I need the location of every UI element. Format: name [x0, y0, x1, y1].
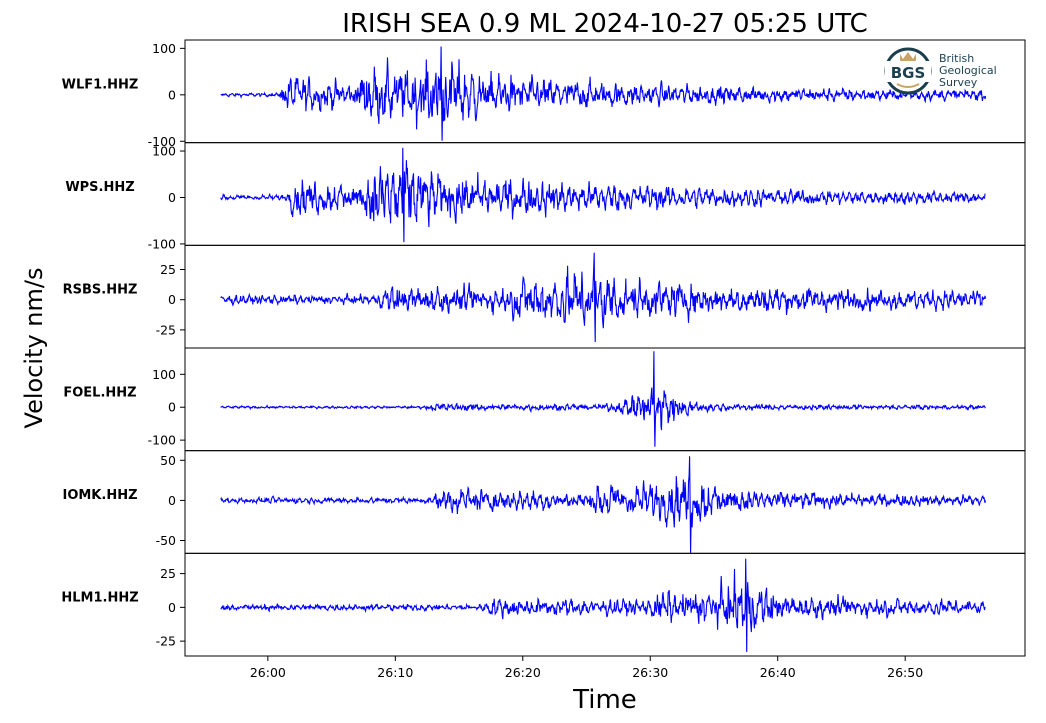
y-tick-label: 0 — [168, 292, 176, 307]
station-label: WPS.HHZ — [65, 180, 134, 195]
y-tick-label: 50 — [160, 453, 176, 468]
waveform-trace — [220, 252, 987, 343]
y-tick-label: 100 — [152, 41, 176, 56]
y-tick-label: 25 — [160, 262, 176, 277]
station-label: FOEL.HHZ — [63, 385, 136, 400]
y-tick-label: 100 — [152, 367, 176, 382]
x-tick-label: 26:30 — [632, 665, 668, 680]
waveform-trace — [220, 147, 986, 243]
x-tick-label: 26:10 — [377, 665, 413, 680]
y-axis-label: Velocity nm/s — [20, 268, 48, 429]
station-label: HLM1.HHZ — [61, 591, 138, 606]
logo-ring-gap — [885, 61, 931, 82]
y-tick-label: -100 — [148, 433, 176, 448]
y-tick-label: -25 — [156, 322, 176, 337]
chart-title: IRISH SEA 0.9 ML 2024-10-27 05:25 UTC — [342, 9, 868, 39]
panel-wlf1-hhz: WLF1.HHZ 100 0 -100 — [62, 39, 1026, 149]
x-tick-label: 26:00 — [250, 665, 286, 680]
waveform-trace — [220, 456, 987, 554]
y-tick-label: -100 — [148, 134, 176, 149]
logo-text-line: Geological — [939, 64, 997, 77]
logo-initials: BGS — [891, 64, 926, 82]
y-tick-label: -100 — [148, 236, 176, 251]
y-tick-label: 0 — [168, 190, 176, 205]
y-tick-label: -50 — [156, 533, 176, 548]
logo-text-line: Survey — [939, 76, 978, 89]
panel-frame — [184, 347, 1026, 452]
x-tick-label: 26:20 — [505, 665, 541, 680]
panel-hlm1-hhz: HLM1.HHZ 25 0 -25 — [61, 552, 1026, 657]
station-panels: WLF1.HHZ 100 0 -100 WPS.HHZ 100 0 -100 RSBS.HHZ 2… — [61, 39, 1026, 657]
x-tick-label: 26:50 — [887, 665, 923, 680]
y-tick-label: 25 — [160, 566, 176, 581]
x-tick-label: 26:40 — [760, 665, 796, 680]
y-tick-label: -25 — [156, 634, 176, 649]
y-tick-label: 100 — [152, 144, 176, 159]
x-axis-label: Time — [572, 685, 637, 715]
y-tick-label: 0 — [168, 493, 176, 508]
bgs-logo: BGS British Geological Survey — [884, 47, 997, 95]
panel-iomk-hhz: IOMK.HHZ 50 0 -50 — [62, 450, 1026, 554]
y-tick-label: 0 — [168, 400, 176, 415]
waveform-trace — [220, 351, 986, 447]
panel-foel-hhz: FOEL.HHZ 100 0 -100 — [63, 347, 1026, 452]
logo-text-line: British — [939, 52, 974, 65]
station-label: RSBS.HHZ — [63, 283, 138, 298]
crown-icon — [900, 52, 916, 61]
panel-rsbs-hhz: RSBS.HHZ 25 0 -25 — [63, 244, 1026, 349]
panel-wps-hhz: WPS.HHZ 100 0 -100 — [65, 142, 1026, 251]
x-axis: 26:00 26:10 26:20 26:30 26:40 26:50 — [250, 656, 923, 680]
logo-wave-icon — [896, 83, 920, 88]
y-tick-label: 0 — [168, 600, 176, 615]
waveform-trace — [220, 558, 986, 652]
station-label: IOMK.HHZ — [62, 488, 137, 503]
panel-frame — [184, 552, 1026, 657]
waveform-trace — [220, 46, 987, 141]
y-tick-label: 0 — [168, 87, 176, 102]
station-label: WLF1.HHZ — [62, 77, 139, 92]
